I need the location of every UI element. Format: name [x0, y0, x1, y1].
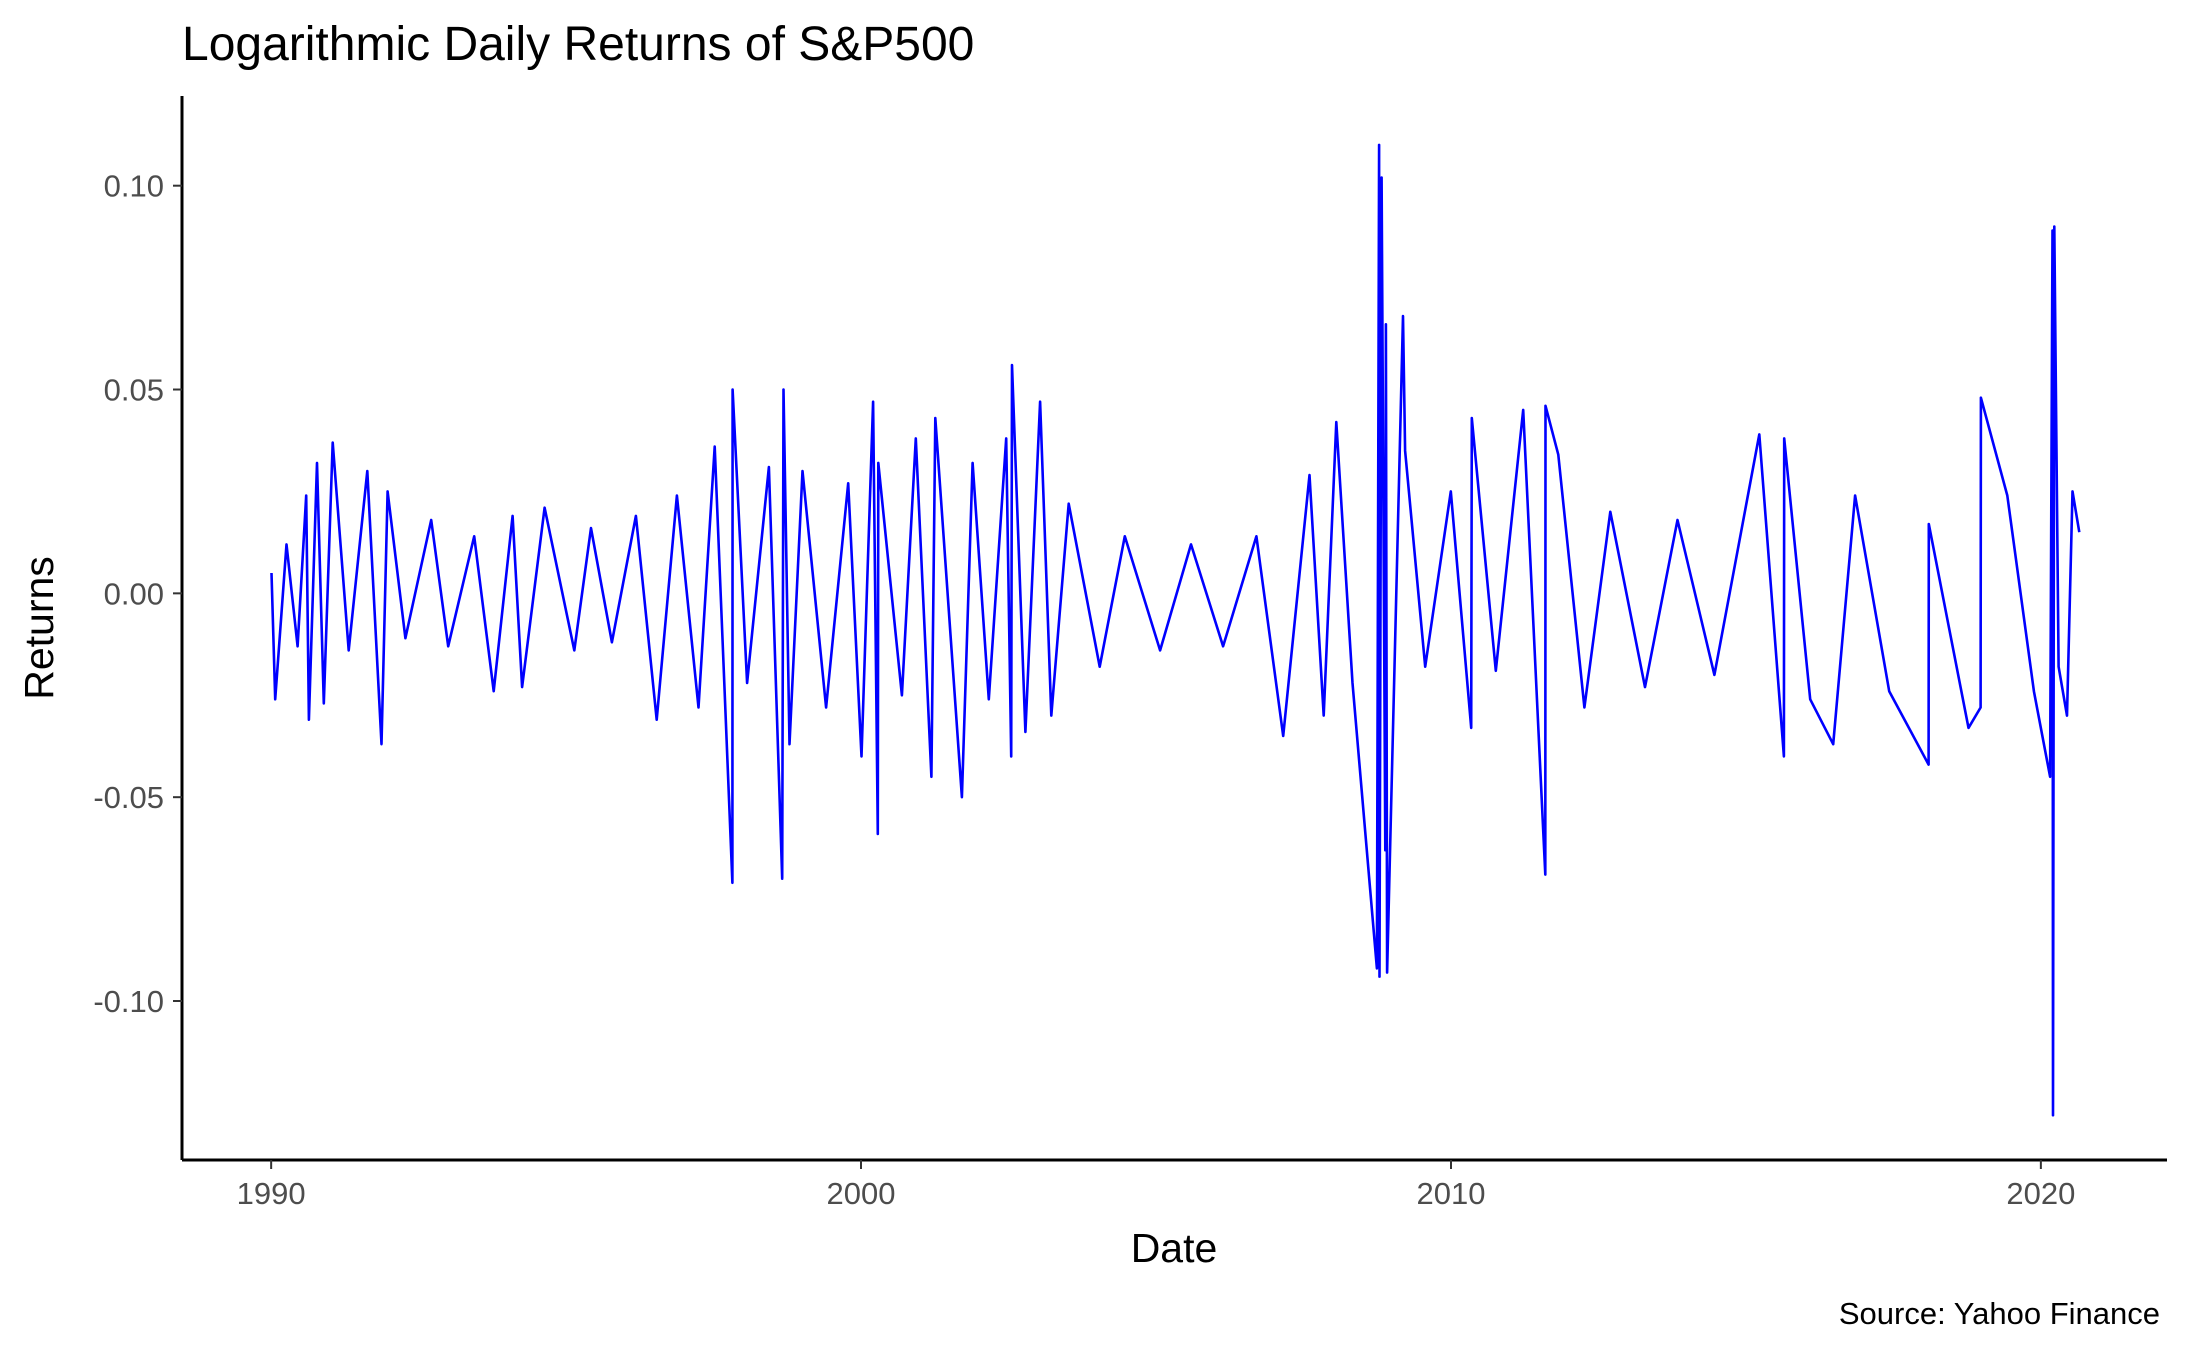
y-axis-ticks: 0.10 0.05 0.00 -0.05 -0.10	[93, 169, 182, 1019]
y-tick-label: 0.00	[104, 576, 164, 611]
y-tick-label: -0.05	[93, 780, 164, 815]
returns-series-line	[270, 143, 2081, 1117]
x-axis-ticks: 1990 2000 2010 2020	[237, 1160, 2075, 1211]
y-tick-label: 0.10	[104, 169, 164, 204]
x-axis-title: Date	[1131, 1225, 1218, 1271]
y-tick-label: 0.05	[104, 373, 164, 408]
y-tick-label: -0.10	[93, 984, 164, 1019]
source-caption: Source: Yahoo Finance	[1839, 1296, 2160, 1331]
y-axis-title: Returns	[16, 556, 62, 700]
chart-title: Logarithmic Daily Returns of S&P500	[182, 18, 974, 71]
x-tick-label: 2020	[2006, 1176, 2075, 1211]
returns-series	[270, 143, 2081, 1117]
x-tick-label: 1990	[237, 1176, 306, 1211]
x-tick-label: 2010	[1417, 1176, 1486, 1211]
x-tick-label: 2000	[827, 1176, 896, 1211]
